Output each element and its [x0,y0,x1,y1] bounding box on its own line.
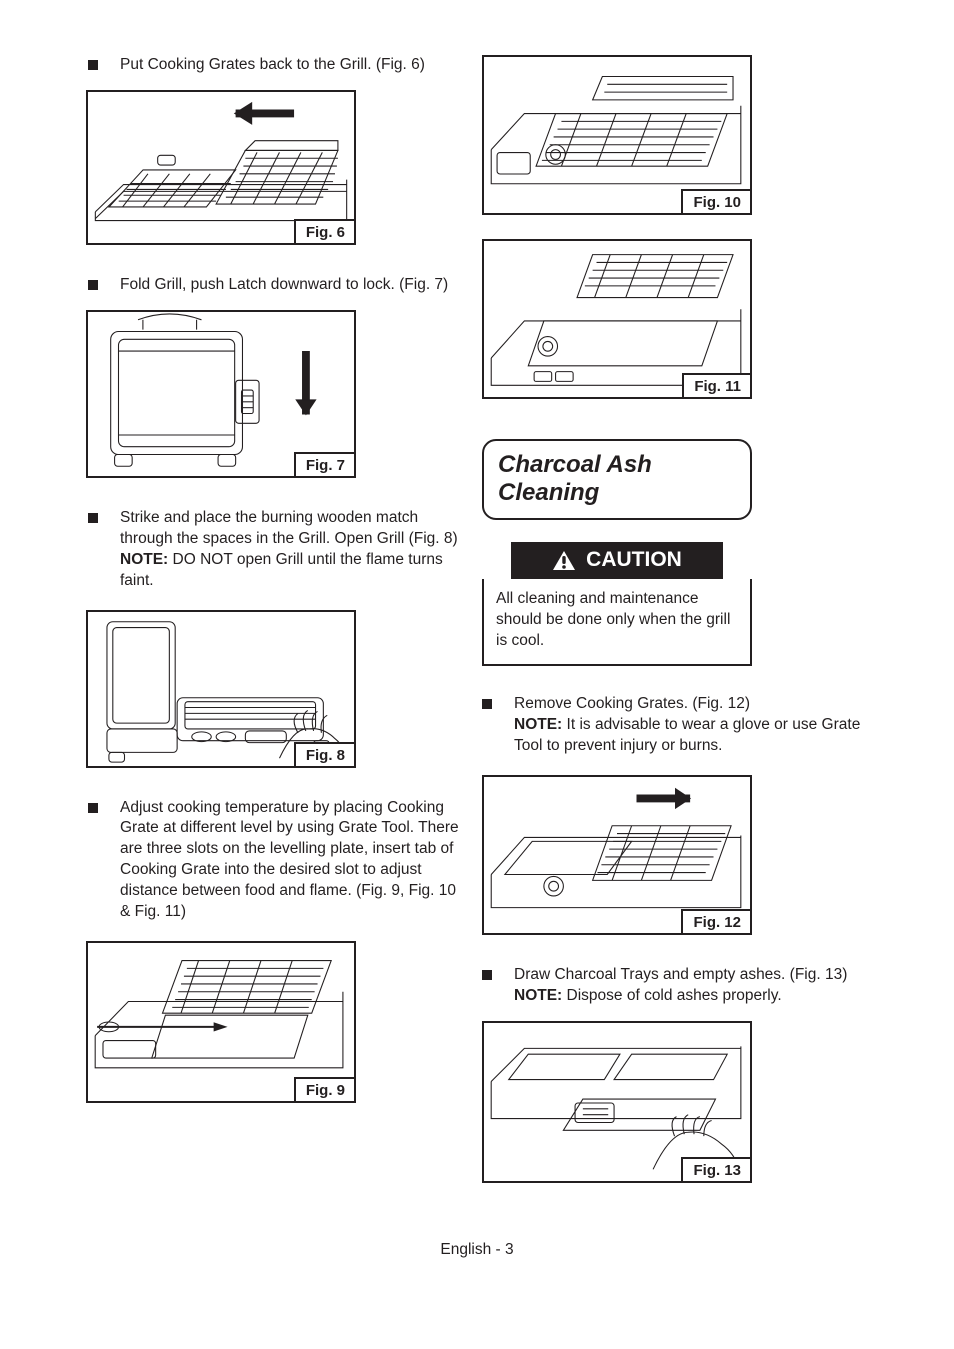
step-put-grates-back: Put Cooking Grates back to the Grill. (F… [88,55,464,76]
figure-6: Fig. 6 [86,90,356,245]
manual-page: Put Cooking Grates back to the Grill. (F… [0,0,954,1349]
note-label: NOTE: [514,716,562,733]
step-draw-charcoal-trays: Draw Charcoal Trays and empty ashes. (Fi… [482,965,876,1007]
note-label: NOTE: [514,987,562,1004]
step-text: Strike and place the burning wooden matc… [120,508,464,592]
step-adjust-temperature: Adjust cooking temperature by placing Co… [88,798,464,924]
caution-bar: CAUTION [511,542,723,579]
figure-11: Fig. 11 [482,239,752,399]
figure-caption: Fig. 7 [294,452,355,477]
step-strike-match: Strike and place the burning wooden matc… [88,508,464,592]
left-column: Put Cooking Grates back to the Grill. (F… [70,55,468,1183]
caution-text: All cleaning and maintenance should be d… [482,579,752,666]
figure-12: Fig. 12 [482,775,752,935]
caution-block: CAUTION All cleaning and maintenance sho… [482,542,752,666]
figure-10: Fig. 10 [482,55,752,215]
note-text: Dispose of cold ashes properly. [562,987,781,1004]
figure-caption: Fig. 8 [294,742,355,767]
bullet-icon [88,60,98,70]
note-text: It is advisable to wear a glove or use G… [514,716,860,754]
bullet-icon [88,513,98,523]
step-text: Put Cooking Grates back to the Grill. (F… [120,55,464,76]
step-text: Remove Cooking Grates. (Fig. 12) NOTE: I… [514,694,876,757]
page-footer: English - 3 [0,1241,954,1259]
figure-13: Fig. 13 [482,1021,752,1183]
note-text: DO NOT open Grill until the flame turns … [120,551,443,589]
step-text-body: Remove Cooking Grates. (Fig. 12) [514,695,750,712]
figure-caption: Fig. 6 [294,219,355,244]
figure-7: Fig. 7 [86,310,356,478]
step-fold-grill: Fold Grill, push Latch downward to lock.… [88,275,464,296]
note-label: NOTE: [120,551,168,568]
figure-caption: Fig. 10 [681,189,751,214]
section-title-charcoal-ash-cleaning: Charcoal Ash Cleaning [482,439,752,520]
figure-caption: Fig. 13 [681,1157,751,1182]
figure-9: Fig. 9 [86,941,356,1103]
step-text: Adjust cooking temperature by placing Co… [120,798,464,924]
bullet-icon [482,970,492,980]
step-remove-grates: Remove Cooking Grates. (Fig. 12) NOTE: I… [482,694,876,757]
figure-caption: Fig. 12 [681,909,751,934]
caution-label: CAUTION [586,548,682,572]
step-text: Draw Charcoal Trays and empty ashes. (Fi… [514,965,876,1007]
bullet-icon [88,803,98,813]
right-column: Fig. 10 [482,55,880,1183]
figure-caption: Fig. 11 [682,373,751,398]
step-text-body: Strike and place the burning wooden matc… [120,509,458,547]
two-column-layout: Put Cooking Grates back to the Grill. (F… [70,55,884,1183]
figure-8: Fig. 8 [86,610,356,768]
bullet-icon [88,280,98,290]
warning-triangle-icon [552,550,576,571]
bullet-icon [482,699,492,709]
step-text: Fold Grill, push Latch downward to lock.… [120,275,464,296]
figure-caption: Fig. 9 [294,1077,355,1102]
step-text-body: Draw Charcoal Trays and empty ashes. (Fi… [514,966,847,983]
